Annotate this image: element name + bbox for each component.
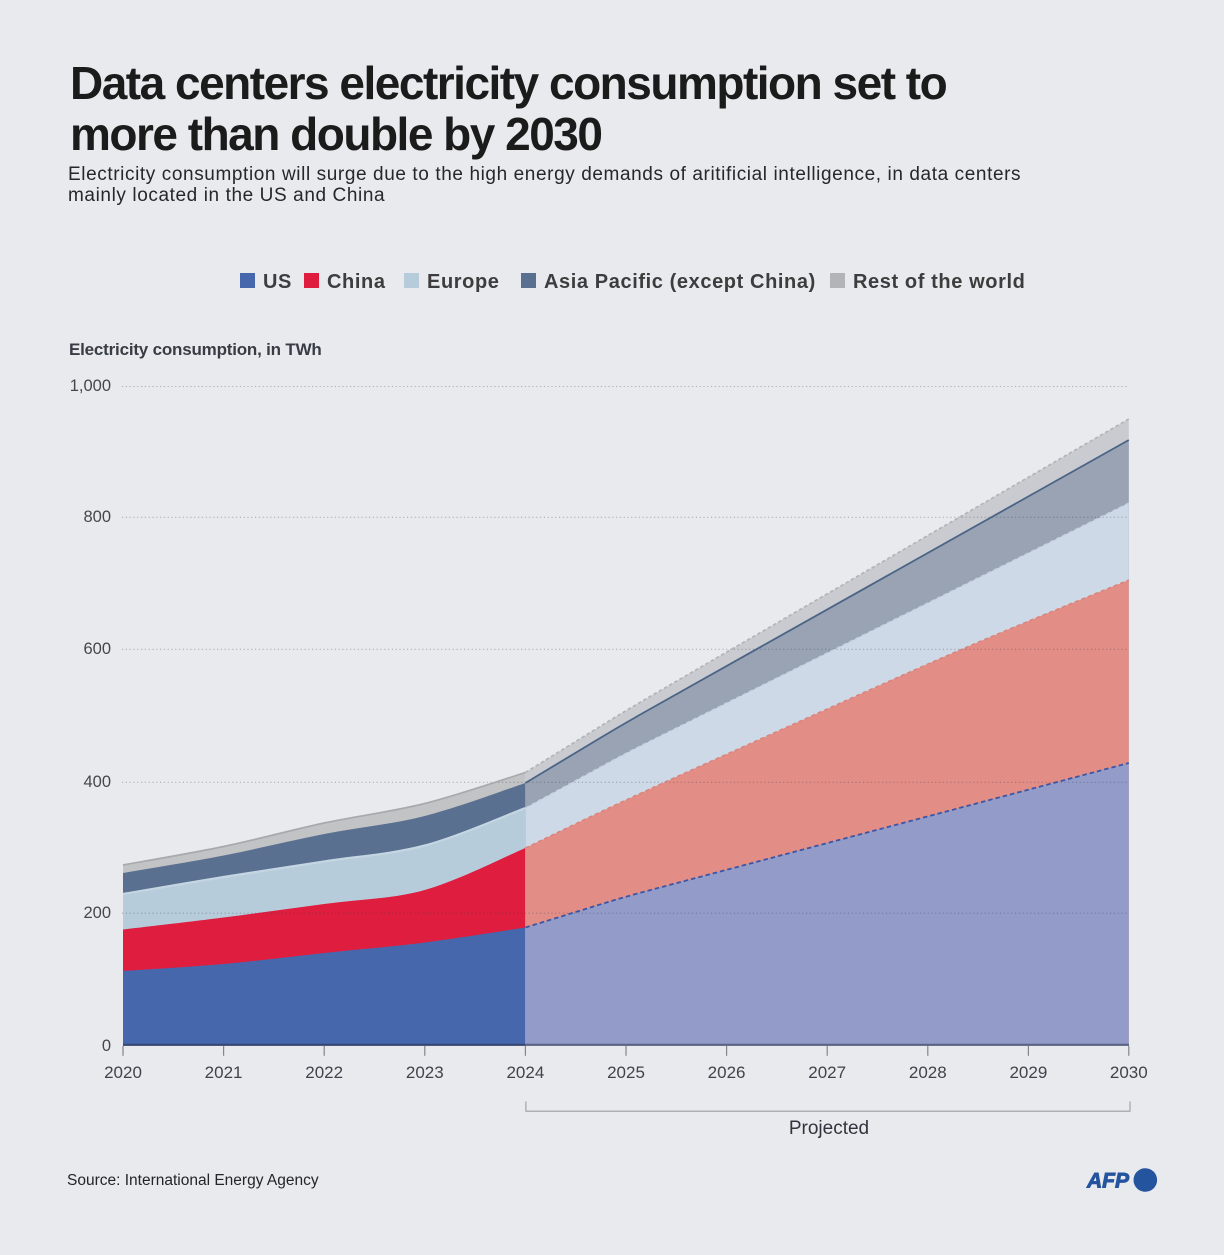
svg-text:AFP: AFP <box>1086 1170 1130 1193</box>
